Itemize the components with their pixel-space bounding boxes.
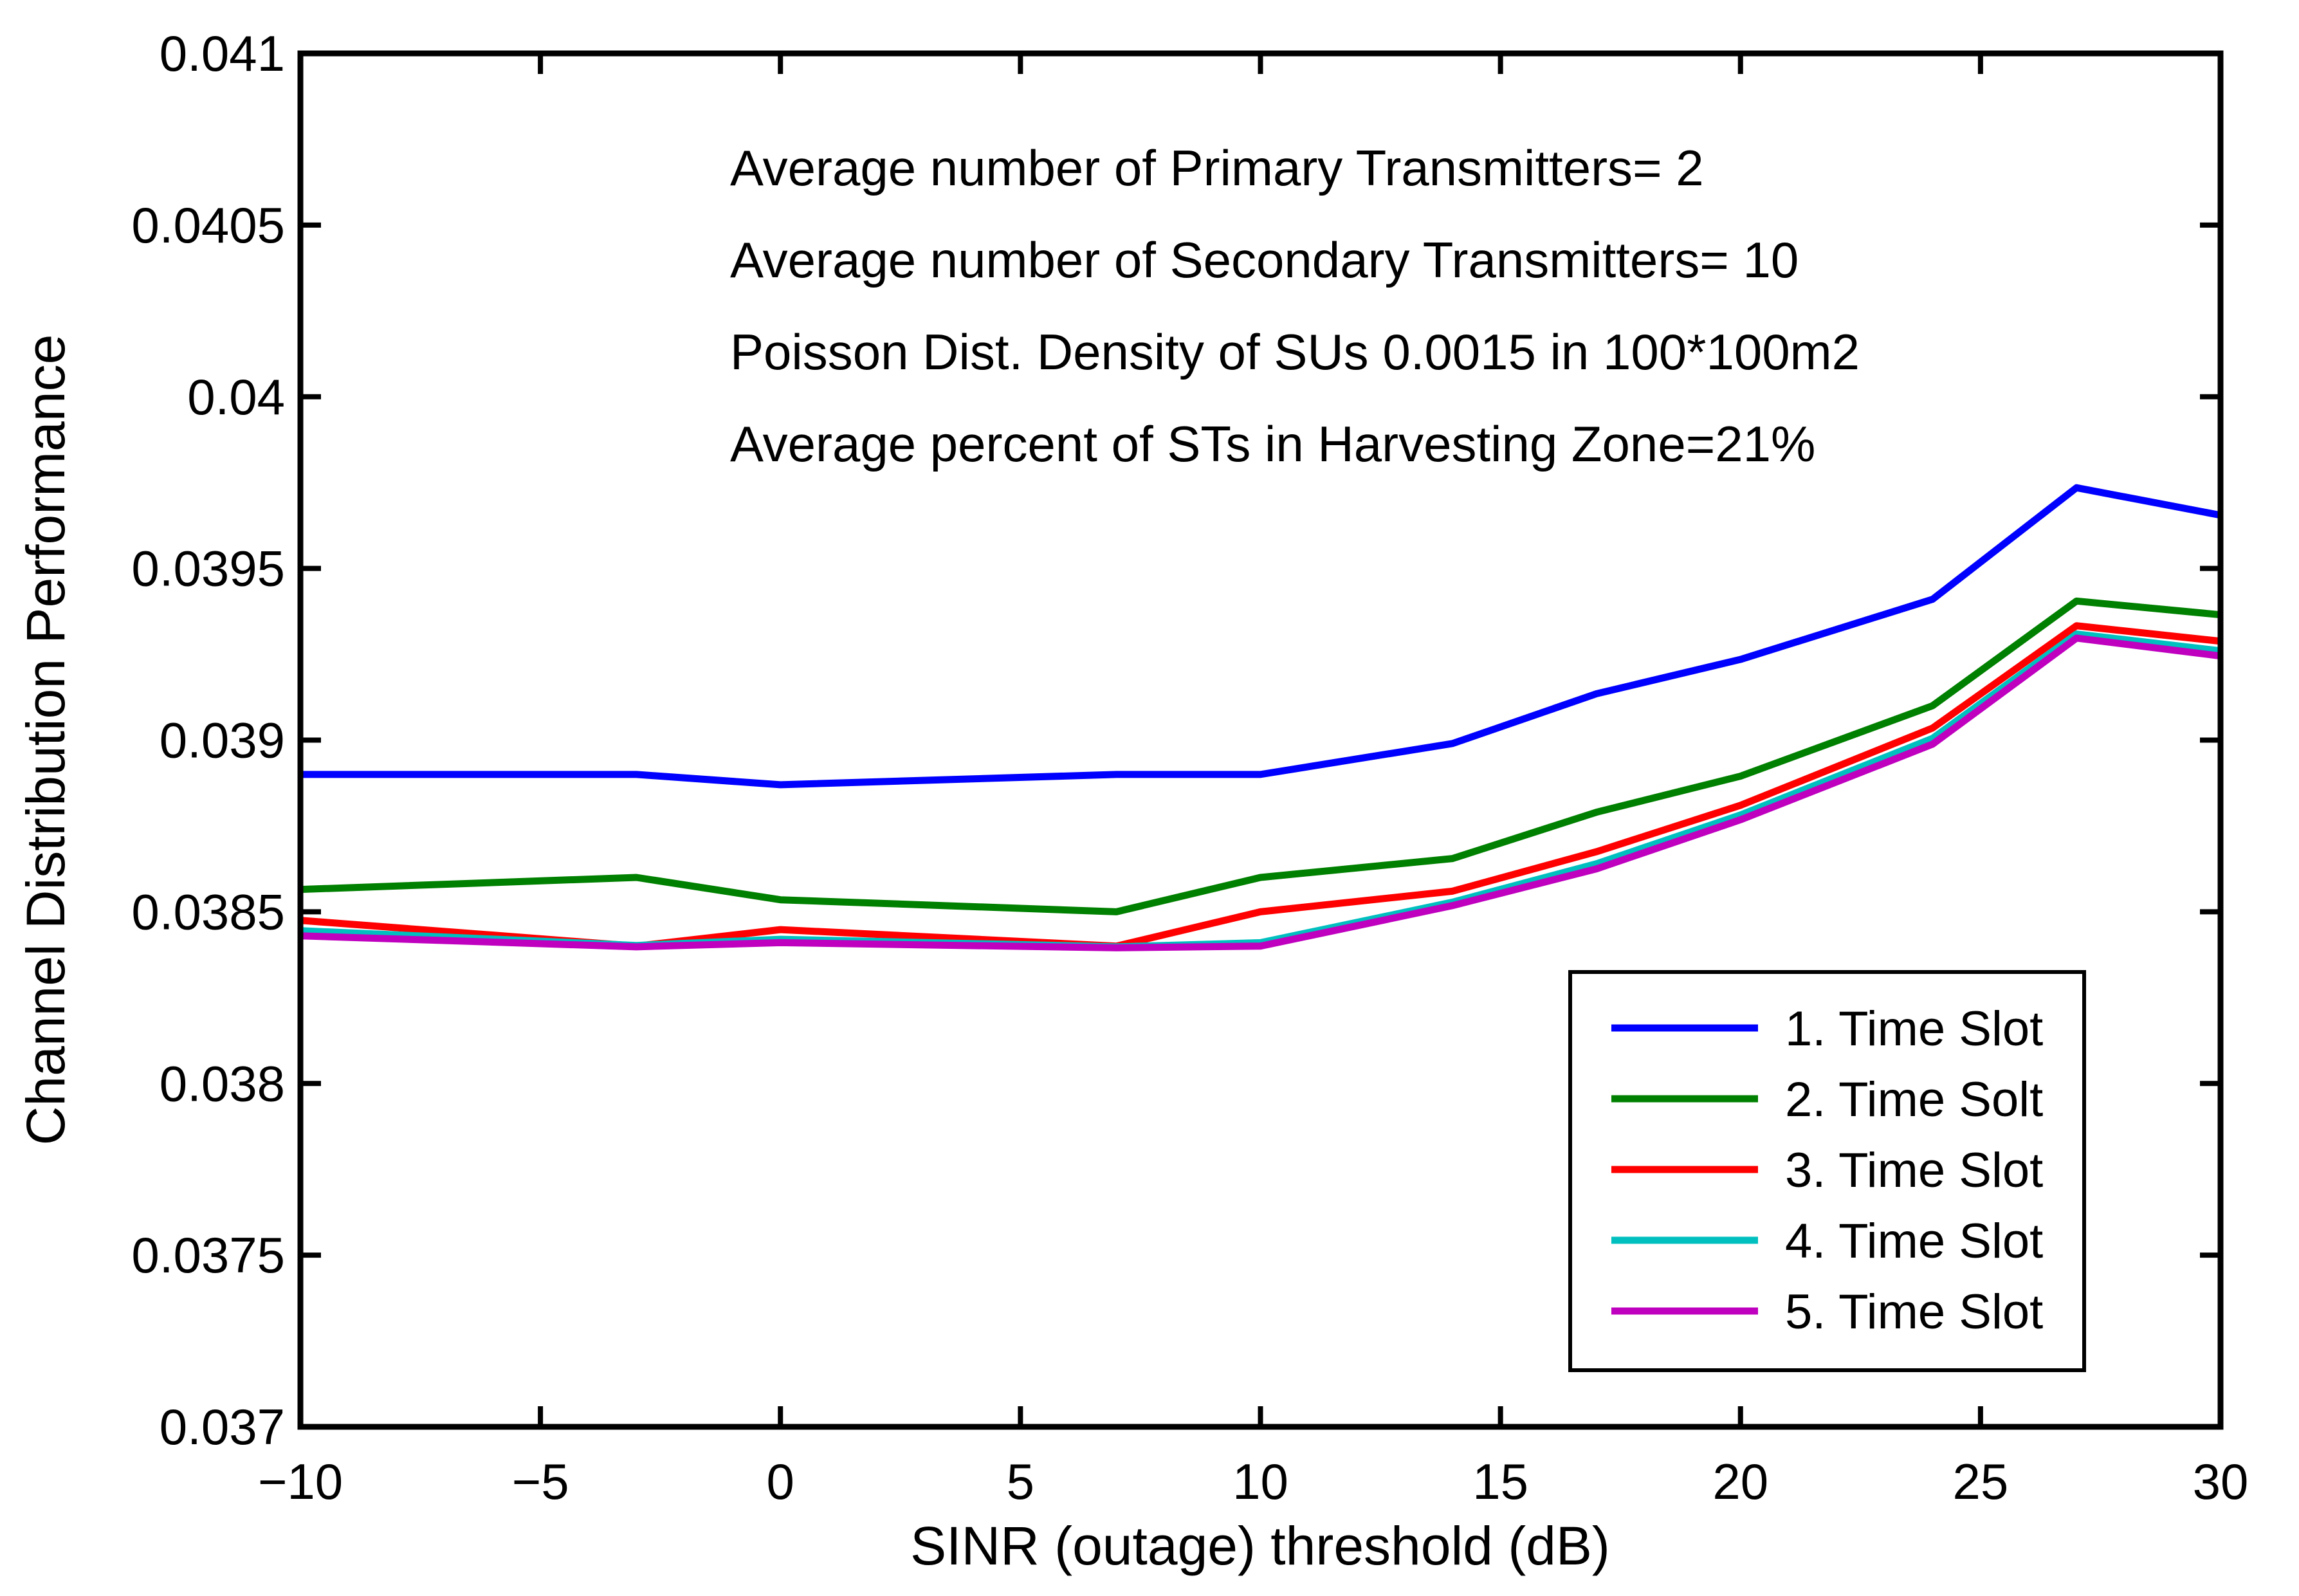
y-tick-label: 0.037	[160, 1399, 285, 1455]
legend-label-2: 2. Time Solt	[1785, 1072, 2043, 1127]
y-tick-label: 0.0385	[131, 883, 285, 940]
y-tick-label: 0.0375	[131, 1227, 285, 1283]
legend: 1. Time Slot 2. Time Solt 3. Time Slot 4. T…	[1568, 970, 2086, 1372]
annotation-line-3: Poisson Dist. Density of SUs 0.0015 in 1…	[730, 324, 1860, 380]
annotation-line-1: Average number of Primary Transmitters= …	[730, 140, 1704, 196]
y-tick-label: 0.039	[160, 712, 285, 769]
x-tick-label: 10	[1232, 1453, 1288, 1510]
y-tick-label: 0.0395	[131, 540, 285, 597]
series-group	[300, 484, 2222, 951]
x-axis-label: SINR (outage) threshold (dB)	[910, 1516, 1610, 1576]
x-tick-label: −10	[258, 1453, 343, 1510]
x-tick-label: 0	[767, 1453, 794, 1510]
series-line-4	[300, 630, 2221, 951]
y-tick-label: 0.04	[187, 369, 285, 425]
annotation-line-2: Average number of Secondary Transmitters…	[730, 232, 1799, 288]
x-tick-label: 25	[1952, 1453, 2008, 1510]
x-tick-label: −5	[512, 1453, 569, 1510]
series-line-3	[300, 622, 2221, 950]
series-line-5	[300, 634, 2221, 951]
y-axis-label: Channel Distribution Performance	[15, 335, 76, 1146]
x-tick-label: 15	[1472, 1453, 1528, 1510]
tick-labels: −10 −5 0 5 10 15 20 25 30 0.037 0.0375 0.038 0.0385 0…	[131, 25, 2248, 1510]
axes-group	[297, 50, 2224, 1430]
y-tick-label: 0.041	[160, 25, 285, 82]
legend-label-3: 3. Time Slot	[1785, 1143, 2043, 1198]
legend-label-4: 4. Time Slot	[1785, 1214, 2043, 1269]
legend-label-1: 1. Time Slot	[1785, 1002, 2043, 1056]
x-tick-label: 20	[1712, 1453, 1768, 1510]
x-tick-label: 5	[1007, 1453, 1034, 1510]
y-tick-label: 0.038	[160, 1055, 285, 1112]
series-line-2	[300, 597, 2221, 915]
annotation-line-4: Average percent of STs in Harvesting Zon…	[730, 416, 1815, 472]
x-tick-label: 30	[2193, 1453, 2249, 1510]
annotation-text: Average number of Primary Transmitters= …	[730, 140, 1874, 472]
y-tick-label: 0.0405	[131, 197, 285, 253]
series-line-1	[300, 484, 2222, 789]
legend-label-5: 5. Time Slot	[1785, 1285, 2043, 1339]
